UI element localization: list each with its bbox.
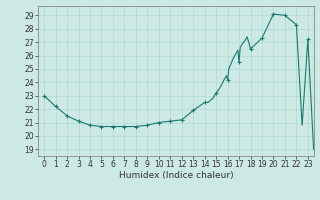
X-axis label: Humidex (Indice chaleur): Humidex (Indice chaleur)	[119, 171, 233, 180]
